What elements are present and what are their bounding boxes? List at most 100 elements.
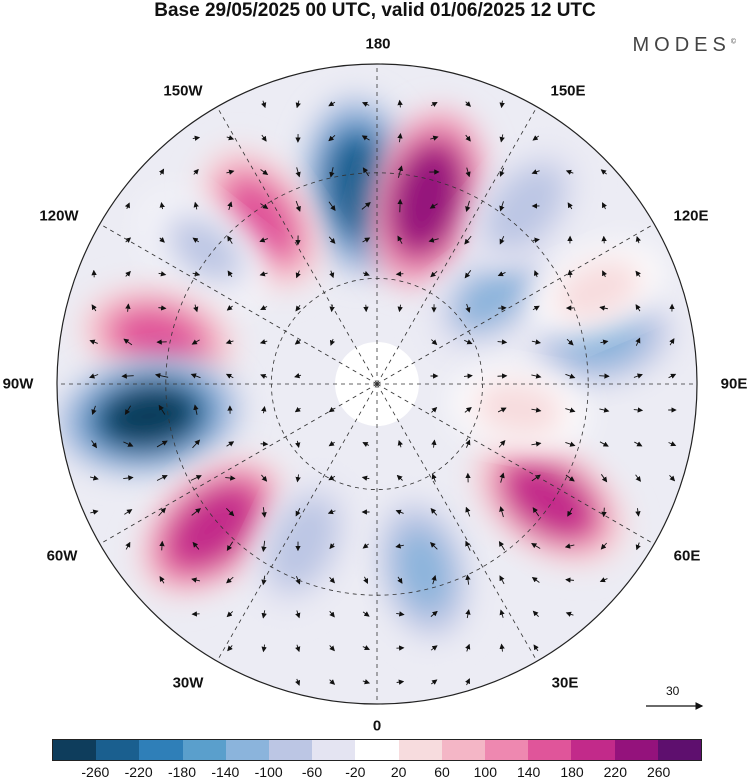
wind-arrow <box>260 169 269 175</box>
wind-arrow <box>192 135 201 141</box>
wind-arrow <box>361 101 370 107</box>
wind-arrow <box>635 542 641 551</box>
wind-arrow <box>430 542 438 550</box>
wind-vectors <box>89 99 677 686</box>
wind-arrow <box>156 475 168 481</box>
lon-label-30e: 30E <box>551 674 579 692</box>
wind-arrow <box>159 237 165 243</box>
anomaly-contour <box>114 309 202 366</box>
colorbar-tick-label: 260 <box>646 764 671 780</box>
anomaly-contour <box>393 148 461 249</box>
colorbar-swatch <box>269 740 313 760</box>
wind-arrow <box>225 339 234 345</box>
wind-arrow <box>295 474 301 483</box>
meridian-line <box>99 223 378 385</box>
meridian-line <box>216 383 378 662</box>
wind-arrow <box>159 202 165 210</box>
colorbar-swatch <box>657 740 702 760</box>
anomaly-center <box>467 145 583 270</box>
wind-arrow <box>464 339 473 345</box>
wind-arrow <box>158 271 167 277</box>
wind-arrow <box>329 167 335 178</box>
wind-arrow <box>599 305 608 311</box>
wind-arrow <box>295 508 301 517</box>
wind-arrow <box>329 645 335 652</box>
wind-arrow <box>565 441 576 447</box>
wind-arrow <box>431 339 438 346</box>
wind-arrow <box>295 610 301 619</box>
wind-arrow <box>295 100 301 109</box>
wind-arrow <box>430 135 439 141</box>
colorbar-swatch <box>355 740 399 760</box>
wind-arrow <box>295 576 301 585</box>
wind-arrow <box>89 339 98 345</box>
wind-arrow <box>499 609 505 618</box>
wind-arrow <box>362 645 370 651</box>
wind-arrow <box>159 575 165 584</box>
anomaly-contour <box>274 506 331 581</box>
wind-arrow <box>227 645 233 652</box>
wind-arrow <box>499 134 505 143</box>
wind-arrow <box>191 339 200 345</box>
wind-arrow <box>498 540 505 551</box>
wind-arrow <box>634 441 643 447</box>
colorbar-ticks: -260 -220 -180 -140 -100 -60 -20 20 60 100 140 180 2… <box>52 764 702 782</box>
wind-arrow <box>465 540 471 551</box>
wind-arrow <box>566 338 574 346</box>
wind-arrow <box>465 643 471 652</box>
wind-arrow <box>328 134 336 142</box>
wind-arrow <box>465 609 471 619</box>
wind-arrow <box>532 507 540 517</box>
wind-arrow <box>567 507 573 517</box>
wind-arrow <box>565 611 574 617</box>
wind-arrow <box>397 165 404 178</box>
wind-arrow <box>226 508 235 517</box>
colorbar-swatch <box>441 740 486 760</box>
wind-arrow <box>499 100 505 109</box>
wind-arrow <box>295 304 301 312</box>
wind-arrow <box>91 405 97 415</box>
wind-arrow <box>329 338 335 346</box>
wind-arrow <box>430 101 438 107</box>
wind-arrow <box>158 404 166 415</box>
wind-arrow <box>464 270 472 279</box>
wind-arrow <box>125 270 131 277</box>
wind-arrow <box>531 339 541 345</box>
wind-arrow <box>192 271 201 277</box>
meridian-line <box>376 383 655 545</box>
wind-arrow <box>361 202 371 210</box>
meridian-line <box>376 383 538 662</box>
colorbar-tick-label: -180 <box>167 764 197 780</box>
wind-arrow <box>395 543 404 549</box>
wind-arrow <box>465 506 471 517</box>
wind-arrow <box>499 506 505 518</box>
wind-arrow <box>600 169 607 175</box>
wind-arrow <box>565 577 574 583</box>
brand-logo: MODES© <box>632 34 736 57</box>
lon-label-60w: 60W <box>46 547 78 565</box>
wind-arrow <box>226 576 234 584</box>
wind-arrow <box>261 134 267 142</box>
wind-arrow <box>294 373 302 379</box>
wind-arrow <box>567 202 573 210</box>
wind-arrow <box>669 338 675 346</box>
wind-arrow <box>328 475 336 481</box>
wind-arrow <box>430 270 438 278</box>
map-boundary <box>56 63 698 705</box>
meridian-line <box>99 383 378 545</box>
wind-arrow <box>668 441 677 447</box>
meridian-line <box>376 106 538 385</box>
wind-arrow <box>90 509 99 515</box>
wind-arrow <box>533 270 539 278</box>
wind-arrow <box>531 474 541 482</box>
wind-arrow <box>428 237 439 243</box>
anomaly-center <box>144 195 267 305</box>
wind-arrow <box>565 474 575 482</box>
wind-arrow <box>192 439 201 449</box>
wind-arrow <box>159 540 165 551</box>
wind-arrow <box>361 135 370 141</box>
wind-arrow <box>226 135 235 141</box>
wind-arrow <box>531 441 542 447</box>
wind-arrow <box>497 407 507 413</box>
anomaly-contour <box>482 385 556 433</box>
